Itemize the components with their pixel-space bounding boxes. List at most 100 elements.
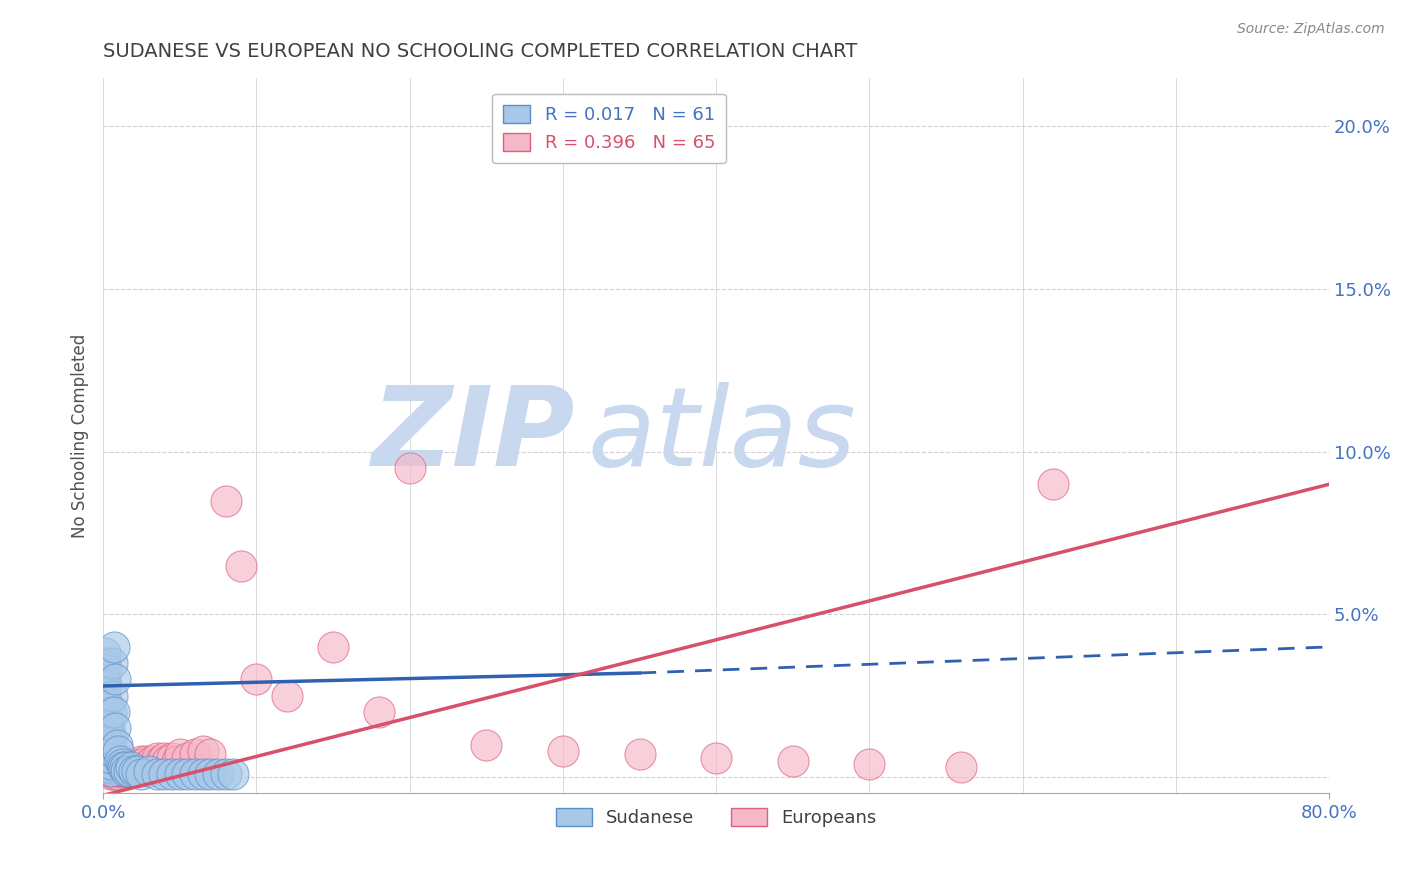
- Point: [125, 764, 148, 778]
- Point: [135, 754, 157, 768]
- Point: [191, 744, 214, 758]
- Point: [122, 764, 145, 778]
- Point: [191, 767, 214, 781]
- Point: [98, 760, 121, 774]
- Point: [176, 750, 198, 764]
- Point: [184, 747, 207, 762]
- Point: [108, 754, 131, 768]
- Point: [100, 705, 122, 719]
- Point: [245, 673, 267, 687]
- Point: [153, 750, 176, 764]
- Point: [100, 767, 122, 781]
- Point: [112, 760, 135, 774]
- Point: [131, 754, 153, 768]
- Point: [104, 764, 127, 778]
- Point: [112, 764, 135, 778]
- Point: [143, 757, 166, 772]
- Point: [215, 767, 238, 781]
- Point: [96, 760, 118, 774]
- Point: [93, 689, 115, 703]
- Point: [110, 760, 132, 774]
- Point: [93, 721, 115, 735]
- Point: [104, 673, 127, 687]
- Point: [127, 760, 149, 774]
- Point: [782, 754, 804, 768]
- Point: [114, 760, 136, 774]
- Point: [184, 767, 207, 781]
- Point: [98, 764, 121, 778]
- Point: [145, 767, 167, 781]
- Point: [117, 760, 139, 774]
- Point: [207, 767, 229, 781]
- Point: [97, 714, 120, 729]
- Point: [114, 760, 136, 774]
- Point: [138, 764, 160, 778]
- Point: [176, 767, 198, 781]
- Point: [98, 738, 121, 752]
- Point: [160, 750, 183, 764]
- Point: [93, 657, 115, 671]
- Point: [97, 698, 120, 713]
- Point: [100, 744, 122, 758]
- Point: [101, 760, 124, 774]
- Point: [93, 738, 115, 752]
- Point: [229, 558, 252, 573]
- Point: [134, 760, 156, 774]
- Point: [97, 731, 120, 745]
- Point: [551, 744, 574, 758]
- Point: [100, 764, 122, 778]
- Point: [120, 757, 142, 772]
- Point: [101, 764, 124, 778]
- Point: [222, 767, 245, 781]
- Point: [129, 757, 152, 772]
- Point: [122, 760, 145, 774]
- Point: [107, 760, 129, 774]
- Point: [166, 754, 188, 768]
- Point: [160, 767, 183, 781]
- Point: [97, 757, 120, 772]
- Point: [153, 767, 176, 781]
- Point: [169, 767, 191, 781]
- Point: [858, 757, 880, 772]
- Point: [368, 705, 391, 719]
- Point: [475, 738, 498, 752]
- Point: [124, 757, 146, 772]
- Point: [96, 728, 118, 742]
- Point: [118, 764, 141, 778]
- Point: [950, 760, 973, 774]
- Point: [115, 764, 138, 778]
- Point: [93, 760, 115, 774]
- Point: [93, 673, 115, 687]
- Point: [96, 695, 118, 709]
- Point: [704, 750, 727, 764]
- Point: [276, 689, 298, 703]
- Point: [108, 764, 131, 778]
- Point: [93, 705, 115, 719]
- Point: [98, 721, 121, 735]
- Point: [398, 461, 420, 475]
- Text: atlas: atlas: [588, 382, 856, 489]
- Point: [110, 757, 132, 772]
- Point: [120, 760, 142, 774]
- Point: [131, 767, 153, 781]
- Point: [103, 705, 125, 719]
- Point: [104, 721, 127, 735]
- Point: [169, 747, 191, 762]
- Point: [93, 754, 115, 768]
- Point: [200, 767, 222, 781]
- Point: [97, 747, 120, 762]
- Y-axis label: No Schooling Completed: No Schooling Completed: [72, 334, 89, 538]
- Point: [93, 647, 115, 661]
- Point: [322, 640, 344, 654]
- Point: [101, 657, 124, 671]
- Point: [628, 747, 651, 762]
- Point: [115, 764, 138, 778]
- Point: [107, 744, 129, 758]
- Point: [105, 767, 128, 781]
- Point: [138, 757, 160, 772]
- Point: [103, 640, 125, 654]
- Point: [132, 757, 155, 772]
- Point: [97, 764, 120, 778]
- Point: [215, 493, 238, 508]
- Point: [97, 757, 120, 772]
